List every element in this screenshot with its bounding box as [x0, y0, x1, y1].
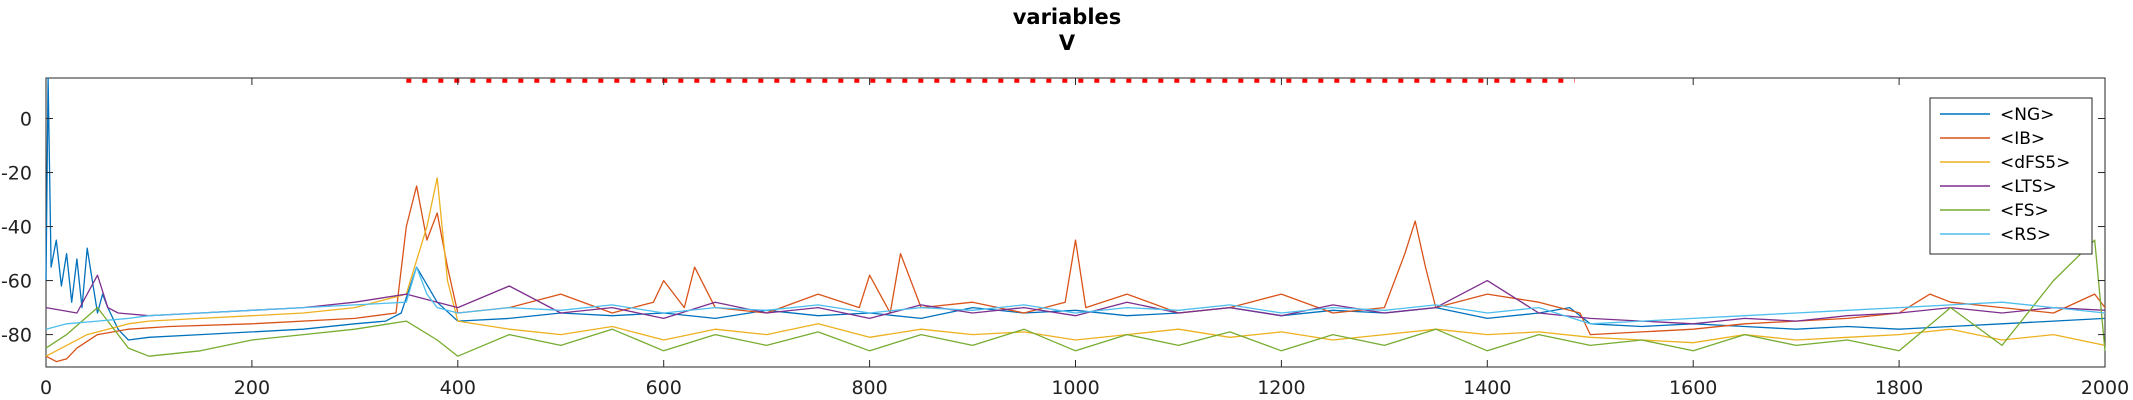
x-tick-label: 1200: [1257, 377, 1305, 399]
x-tick-label: 1800: [1875, 377, 1923, 399]
x-tick-label: 0: [40, 377, 52, 399]
chart-subtitle: V: [1059, 31, 1076, 55]
x-tick-label: 400: [440, 377, 476, 399]
legend: <NG> <IB> <dFS5> <LTS> <FS> <RS>: [1929, 97, 2093, 255]
series-layer: [45, 77, 2106, 363]
y-tick-label: -40: [1, 217, 32, 239]
y-tick-label: -60: [1, 271, 32, 293]
series-line-3: [45, 177, 2106, 357]
legend-box: [1929, 97, 2093, 255]
x-tick-label: 600: [646, 377, 682, 399]
x-tick-label: 1000: [1051, 377, 1099, 399]
legend-label: <dFS5>: [2000, 153, 2070, 173]
legend-label: <RS>: [2000, 225, 2051, 245]
x-tick-label: 2000: [2081, 377, 2129, 399]
y-tick-label: -80: [1, 325, 32, 347]
x-tick-label: 1400: [1463, 377, 1511, 399]
chart-title: variables: [1013, 5, 1122, 29]
legend-label: <IB>: [2000, 129, 2045, 149]
legend-label: <LTS>: [2000, 177, 2057, 197]
x-tick-label: 200: [234, 377, 270, 399]
legend-label: <FS>: [2000, 201, 2049, 221]
x-tick-label: 1600: [1669, 377, 1717, 399]
series-line-4: [45, 274, 2106, 325]
series-line-1: [45, 77, 2106, 341]
x-axis: 0 200 400 600 800 1000 1200 1400 1600 1800 2000: [40, 78, 2129, 399]
series-line-2: [45, 185, 2106, 363]
legend-label: <NG>: [2000, 105, 2054, 125]
y-tick-label: 0: [20, 109, 32, 131]
y-tick-label: -20: [1, 163, 32, 185]
series-line-5: [45, 239, 2106, 357]
series-line-6: [45, 266, 2106, 330]
x-tick-label: 800: [851, 377, 887, 399]
y-axis: 0 -20 -40 -60 -80: [1, 109, 2105, 347]
